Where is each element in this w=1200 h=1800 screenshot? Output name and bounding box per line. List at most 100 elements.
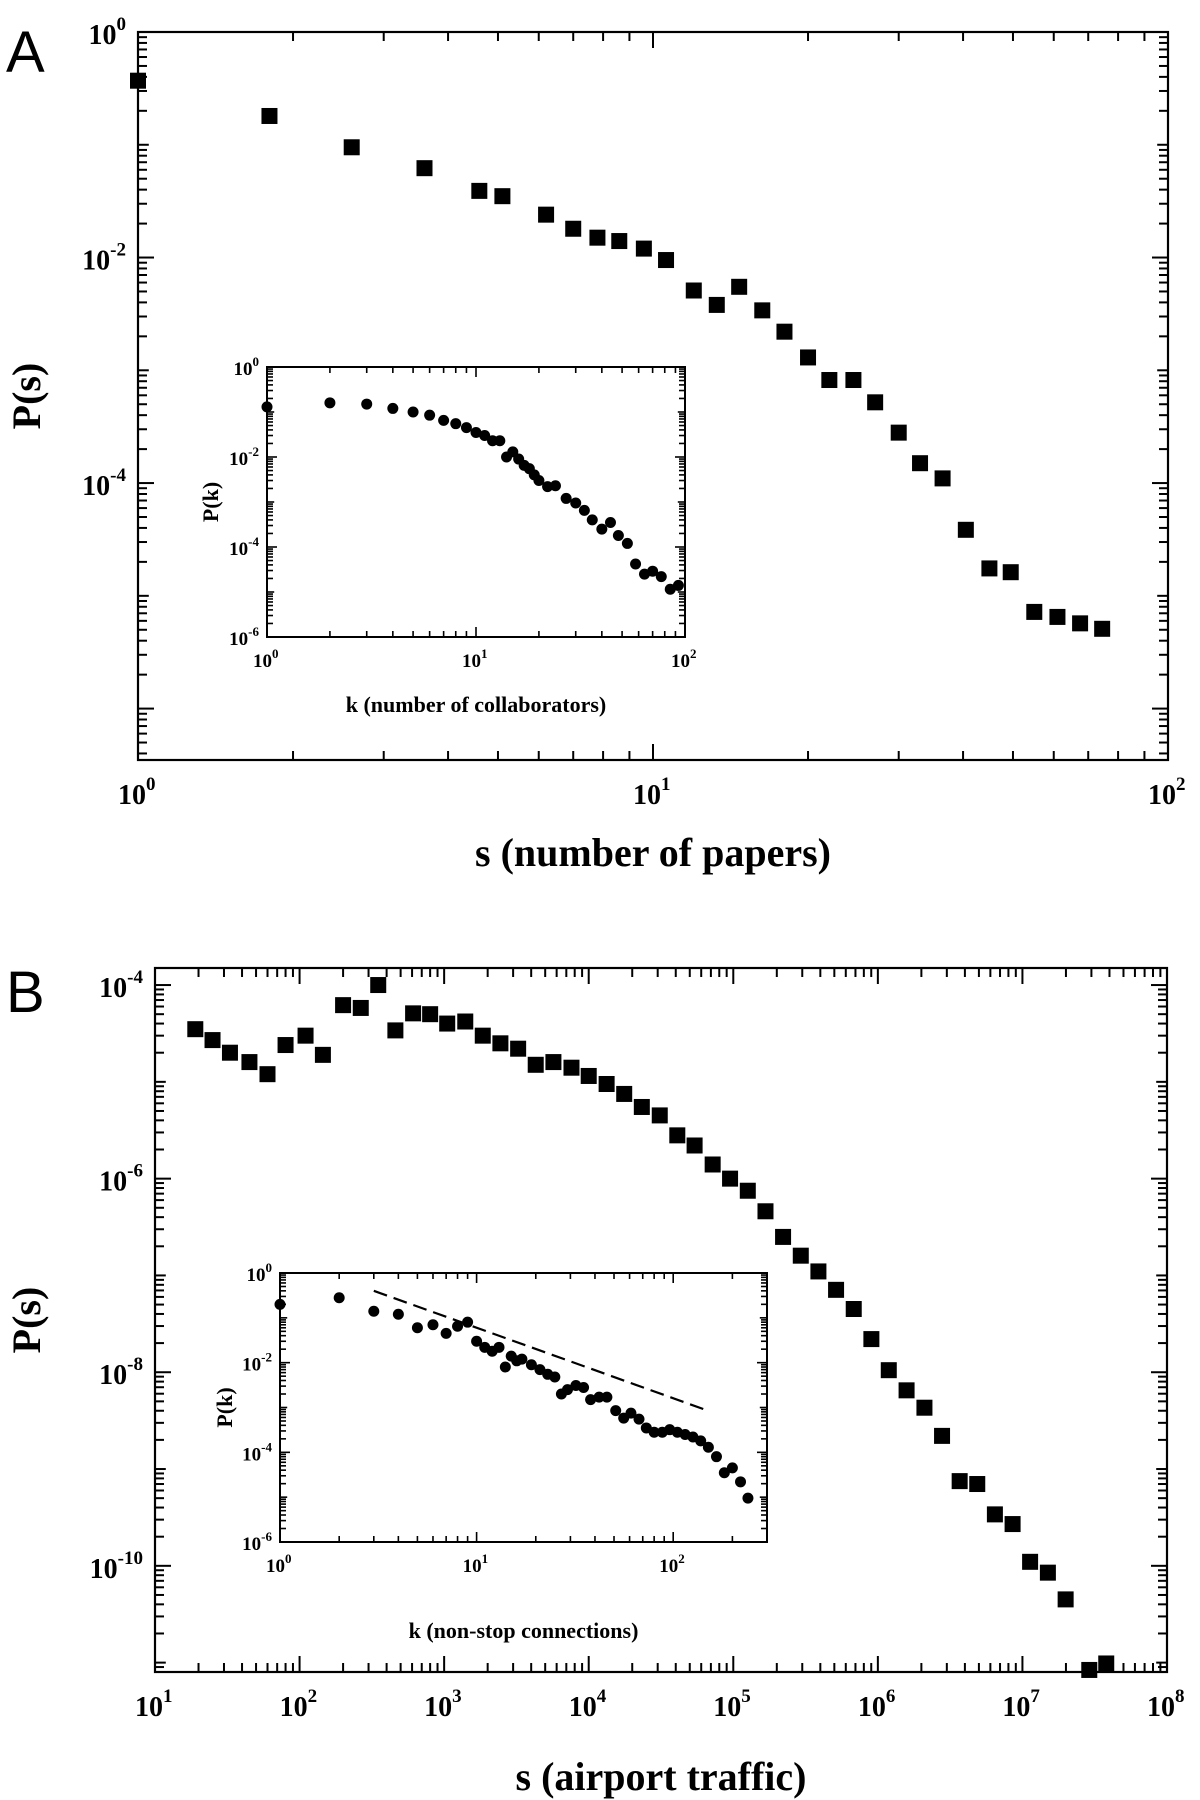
panel-a-data-point (261, 107, 278, 124)
panel-b-inset-y-axis-label: P(k) (212, 1387, 237, 1427)
panel-a-inset-data-point (387, 402, 399, 414)
panel-b-data-point (651, 1107, 668, 1124)
panel-b-inset-data-point (411, 1322, 423, 1334)
panel-b-y-tick-label: 10-6 (99, 1161, 143, 1198)
panel-a-inset-y-tick-label: 10-4 (229, 534, 259, 560)
panel-a-inset-y-axis-label: P(k) (198, 482, 223, 522)
panel-b-data-point (387, 1022, 404, 1039)
panel-b-data-point (370, 977, 387, 994)
panel-b-data-point (187, 1021, 204, 1038)
panel-a-inset-data-point (596, 523, 608, 535)
panel-a-inset-data-point (479, 430, 491, 442)
panel-a-inset-data-point (655, 571, 667, 583)
panel-b-data-point (352, 999, 369, 1016)
panel-b-data-point (474, 1027, 491, 1044)
panel-b-inset-data-point (392, 1308, 404, 1320)
panel-b-data-point (510, 1040, 527, 1057)
panel-b-inset-data-point (578, 1381, 590, 1393)
panel-a-data-point (821, 372, 838, 389)
panel-b-inset-reference-line (373, 1289, 709, 1412)
panel-a-chart: 100 101 102 100 10-2 10-4 s (number of papers)… (4, 14, 1186, 875)
panel-b-data-point (792, 1247, 809, 1264)
panel-b-x-tick-label: 102 (280, 1686, 318, 1723)
panel-b-inset-data-point (593, 1391, 605, 1403)
panel-b-inset: 100 101 102 100 10-2 10-4 10-6 k (non-stop conn… (212, 1260, 768, 1643)
panel-b-inset-data-point (585, 1394, 597, 1406)
panel-a-data-point (538, 206, 555, 223)
panel-a-data-point (934, 470, 951, 487)
panel-b-data-point (492, 1035, 509, 1052)
panel-a-inset-data-point (586, 514, 598, 526)
panel-b-data-point (259, 1066, 276, 1083)
panel-a-x-axis-label: s (number of papers) (475, 830, 831, 875)
panel-b: B 101 102 103 104 105 106 107 10810-410-610-810… (4, 960, 1185, 1799)
panel-a-y-tick-label: 10-2 (82, 240, 126, 277)
panel-b-data-point (633, 1098, 650, 1115)
panel-b-y-tick-label: 10-8 (99, 1354, 143, 1391)
panel-a-letter: A (6, 20, 45, 85)
panel-a-data-point (1002, 564, 1019, 581)
panel-b-data-point (986, 1506, 1003, 1523)
panel-b-data-point (669, 1127, 686, 1144)
panel-a-data-points (130, 72, 1111, 637)
panel-b-data-point (598, 1075, 615, 1092)
panel-b-data-point (722, 1170, 739, 1187)
panel-b-data-point (1098, 1655, 1115, 1672)
panel-a-inset-data-point (604, 517, 616, 529)
panel-b-data-point (951, 1473, 968, 1490)
panel-b-inset-data-point (427, 1319, 439, 1331)
panel-a-inset-data-point (612, 530, 624, 542)
panel-b-x-tick-label: 105 (713, 1686, 751, 1723)
panel-a-data-point (685, 282, 702, 299)
panel-a-inset-data-point (407, 406, 419, 418)
panel-b-inset-data-point (499, 1361, 511, 1373)
panel-b-data-point (775, 1228, 792, 1245)
panel-b-data-point (757, 1203, 774, 1220)
panel-a-x-tick-label: 102 (1148, 774, 1186, 811)
panel-b-data-point (563, 1059, 580, 1076)
panel-b-data-point (545, 1054, 562, 1071)
panel-b-inset-data-point (333, 1292, 345, 1304)
panel-b-data-point (527, 1056, 544, 1073)
panel-b-inset-data-point (710, 1451, 722, 1463)
panel-b-x-axis-ticks (154, 968, 1168, 1672)
panel-a-data-point (890, 424, 907, 441)
panel-a-data-point (912, 455, 929, 472)
panel-b-inset-data-point (549, 1371, 561, 1383)
panel-a-data-point (494, 188, 511, 205)
panel-b-inset-data-point (648, 1426, 660, 1438)
panel-a: A 100 101 102 100 10-2 10-4 s (number of paper… (4, 14, 1186, 875)
panel-b-inset-data-point (633, 1413, 645, 1425)
panel-a-x-tick-label: 100 (118, 774, 156, 811)
panel-a-inset-data-point (621, 537, 633, 549)
panel-b-data-point (934, 1427, 951, 1444)
panel-b-inset-data-point (695, 1435, 707, 1447)
panel-a-inset-data-points (261, 397, 684, 595)
panel-b-data-point (739, 1182, 756, 1199)
panel-a-y-axis-label: P(s) (4, 363, 49, 430)
panel-a-inset-data-point (578, 504, 590, 516)
panel-b-data-point (580, 1067, 597, 1084)
panel-a-y-tick-label: 100 (89, 14, 127, 51)
panel-b-data-point (616, 1085, 633, 1102)
panel-a-data-point (589, 229, 606, 246)
panel-b-x-tick-label: 104 (569, 1686, 607, 1723)
panel-a-inset-data-point (549, 480, 561, 492)
panel-a-data-point (867, 394, 884, 411)
panel-a-inset-data-point (450, 418, 462, 430)
panel-a-inset-data-point (494, 435, 506, 447)
panel-b-data-point (1004, 1516, 1021, 1533)
panel-a-x-tick-label: 101 (633, 774, 671, 811)
panel-b-plot-frame (153, 966, 1169, 1674)
panel-b-inset-data-point (452, 1320, 464, 1332)
panel-a-inset-x-tick-label: 101 (462, 646, 488, 672)
panel-b-inset-x-axis-ticks (279, 1273, 768, 1542)
panel-a-inset-data-point (664, 583, 676, 595)
panel-a-inset-y-tick-label: 10-6 (229, 624, 259, 650)
panel-a-inset-data-point (261, 401, 273, 413)
panel-b-data-point (810, 1263, 827, 1280)
panel-a-inset-data-point (361, 398, 373, 410)
panel-a-data-point (800, 349, 817, 366)
panel-a-inset-x-axis-ticks (266, 367, 686, 637)
